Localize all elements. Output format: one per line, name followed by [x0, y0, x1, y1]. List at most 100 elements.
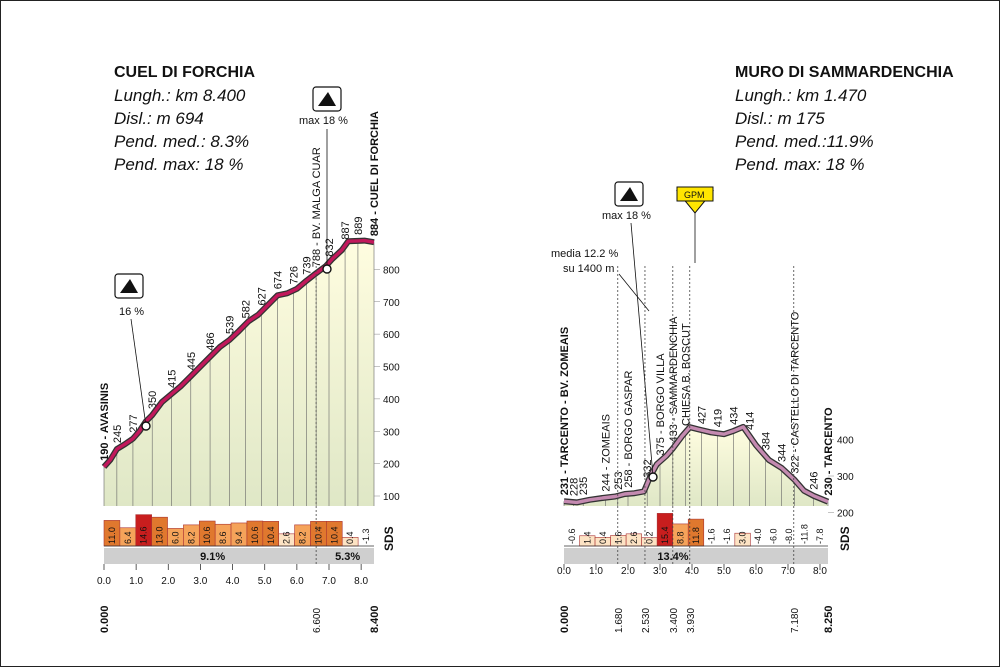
- muro-sds-logo: SDS: [838, 526, 852, 551]
- cuel-gradient-label: 9.4: [234, 531, 244, 544]
- muro-info-3: Pend. max: 18 %: [735, 155, 864, 174]
- cuel-y-tick-label: 400: [383, 395, 400, 406]
- cuel-altitude-label: 415: [167, 370, 179, 388]
- muro-gradient-label: 2.6: [629, 531, 639, 544]
- muro-gradient-label: 0.4: [598, 531, 608, 544]
- muro-km-mark: 3.400: [669, 608, 680, 633]
- cuel-altitude-label: 486: [205, 332, 217, 350]
- cuel-y-tick-label: 700: [383, 298, 400, 309]
- cuel-annotation-leader: [130, 318, 147, 427]
- muro-y-tick-label: 200: [837, 509, 854, 520]
- cuel-point-marker: [141, 421, 151, 431]
- cuel-y-tick-label: 500: [383, 363, 400, 374]
- muro-annotation-su: su 1400 m: [563, 263, 614, 275]
- muro-altitude-label: 322 - CASTELLO DI TARCENTO: [789, 311, 801, 473]
- cuel-gradient-label: 13.0: [155, 526, 165, 544]
- muro-altitude-label: 253: [613, 471, 625, 489]
- muro-x-tick-label: 6.0: [749, 566, 763, 577]
- cuel-altitude-label: 726: [289, 266, 301, 284]
- cuel-x-tick-label: 0.0: [97, 576, 111, 587]
- cuel-altitude-label: 582: [240, 300, 252, 318]
- cuel-gradient-label: 10.6: [202, 526, 212, 544]
- cuel-y-tick-label: 200: [383, 460, 400, 471]
- cuel-gradient-label: -1.3: [361, 528, 371, 544]
- cuel-gradient-label: 10.4: [266, 526, 276, 544]
- cuel-x-tick-label: 4.0: [226, 576, 240, 587]
- cuel-altitude-label: 739: [302, 256, 314, 274]
- muro-x-tick-label: 7.0: [781, 566, 795, 577]
- cuel-x-tick-label: 2.0: [161, 576, 175, 587]
- cuel-title: CUEL DI FORCHIA: [114, 64, 255, 81]
- cuel-x-tick-label: 7.0: [322, 576, 336, 587]
- cuel-altitude-label: 889: [353, 217, 365, 235]
- cuel-altitude-label: 627: [257, 287, 269, 305]
- cuel-sds-logo: SDS: [382, 526, 396, 551]
- muro-gradient-label: -0.6: [567, 528, 577, 544]
- muro-altitude-label: 230 - TARCENTO: [823, 407, 835, 496]
- cuel-info-3: Pend. max: 18 %: [114, 155, 243, 174]
- muro-km-mark: 7.180: [790, 608, 801, 633]
- muro-gradient-label: 0.2: [644, 531, 654, 544]
- muro-x-tick-label: 2.0: [621, 566, 635, 577]
- cuel-gradient-label: 14.6: [139, 526, 149, 544]
- muro-gradient-label: 3.0: [738, 531, 748, 544]
- muro-y-tick-label: 300: [837, 472, 854, 483]
- muro-altitude-label: 231 - TARCENTO - BV. ZOMEAIS: [559, 327, 571, 496]
- muro-point-marker: [648, 472, 658, 482]
- muro-altitude-label: 433 - SAMMARDENCHIA: [668, 316, 680, 443]
- cuel-altitude-label: 350: [147, 391, 159, 409]
- cuel-annotation-16: 16 %: [119, 306, 144, 318]
- cuel-x-tick-label: 3.0: [193, 576, 207, 587]
- muro-altitude-label: 258 - BORGO GASPAR: [623, 371, 635, 488]
- muro-altitude-label: 434: [729, 407, 741, 425]
- muro-altitude-label: 244 - ZOMEAIS: [601, 414, 613, 492]
- cuel-x-tick-label: 5.0: [258, 576, 272, 587]
- muro-x-tick-label: 1.0: [589, 566, 603, 577]
- cuel-altitude-label: 245: [112, 425, 124, 443]
- cuel-gradient-label: 11.0: [107, 527, 117, 544]
- muro-km-mark: 1.680: [614, 608, 625, 633]
- cuel-altitude-label: 674: [273, 271, 285, 289]
- cuel-altitude-label: 190 - AVASINIS: [99, 383, 111, 461]
- muro-gradient-label: -4.0: [753, 528, 763, 544]
- cuel-average-band: [104, 548, 374, 564]
- muro-altitude-label: 246: [809, 471, 821, 489]
- muro-annotation-leader: [618, 273, 650, 312]
- muro-altitude-label: 228: [569, 478, 581, 496]
- cuel-gradient-label: 8.2: [186, 531, 196, 544]
- cuel-gradient-label: 10.4: [329, 526, 339, 544]
- cuel-y-tick-label: 300: [383, 427, 400, 438]
- cuel-info-1: Disl.: m 694: [114, 109, 204, 128]
- mountain-icon: [318, 92, 336, 106]
- mountain-icon: [620, 187, 638, 201]
- muro-altitude-label: 419: [713, 409, 725, 427]
- muro-altitude-label: 427: [697, 406, 709, 424]
- muro-x-tick-label: 8.0: [813, 566, 827, 577]
- cuel-altitude-label: 445: [186, 352, 198, 370]
- muro-average-band: [564, 548, 828, 564]
- cuel-profile-line: [102, 238, 375, 469]
- cuel-gradient-label: 0.4: [345, 531, 355, 544]
- cuel-altitude-label: 277: [128, 414, 140, 432]
- muro-gradient-label: 11.8: [691, 527, 701, 544]
- muro-x-tick-label: 5.0: [717, 566, 731, 577]
- muro-gradient-label: -1.6: [722, 528, 732, 544]
- cuel-y-tick-label: 800: [383, 265, 400, 276]
- muro-gradient-label: -6.0: [769, 528, 779, 544]
- gpm-badge: [676, 186, 714, 202]
- cuel-km-mark: 6.600: [312, 608, 323, 633]
- mountain-icon: [120, 279, 138, 293]
- cuel-x-tick-label: 1.0: [129, 576, 143, 587]
- muro-segment-average: 13.4%: [657, 551, 688, 563]
- cuel-gradient-label: 6.4: [123, 531, 133, 544]
- muro-km-mark: 0.000: [559, 605, 571, 633]
- muro-annotation-media: media 12.2 %: [551, 248, 618, 260]
- cuel-y-tick-label: 100: [383, 492, 400, 503]
- muro-km-mark: 2.530: [641, 608, 652, 633]
- cuel-gradient-label: 8.6: [218, 531, 228, 544]
- muro-x-tick-label: 4.0: [685, 566, 699, 577]
- muro-altitude-label: 414: [745, 412, 757, 430]
- cuel-gradient-label: 8.2: [298, 531, 308, 544]
